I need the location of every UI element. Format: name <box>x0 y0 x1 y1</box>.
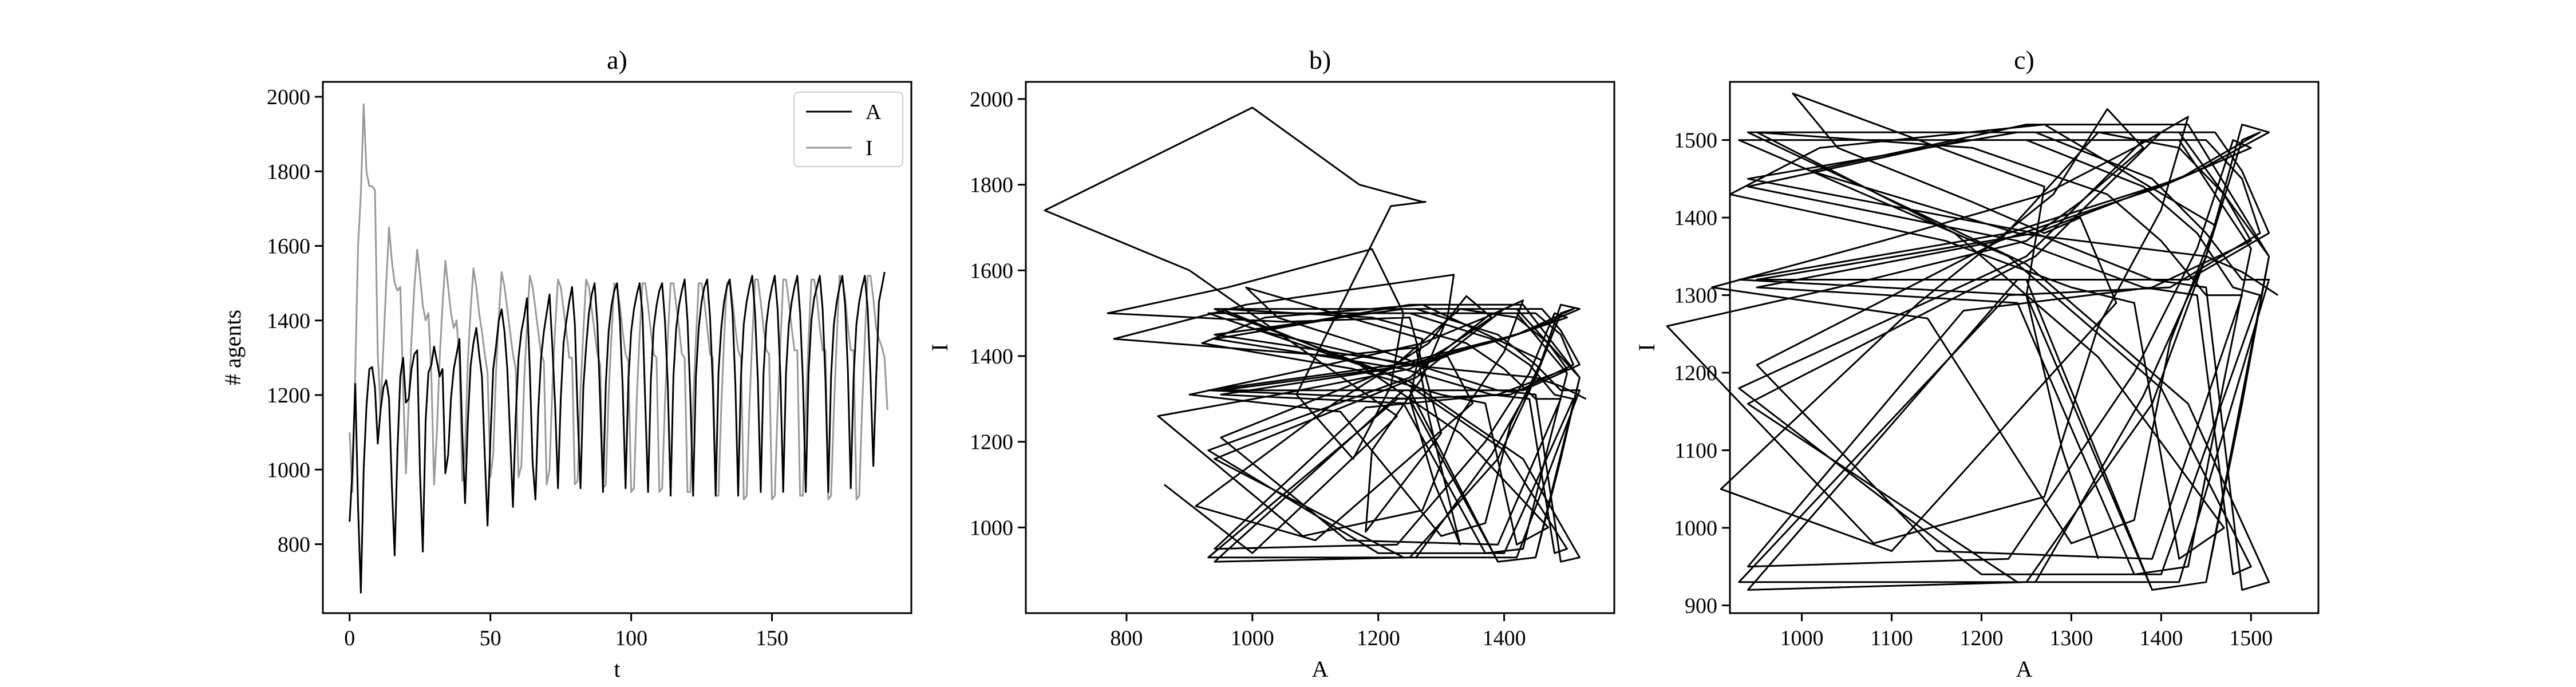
panel-b-ytick-label: 2000 <box>970 88 1013 112</box>
panel-c-xlabel: A <box>2016 656 2033 682</box>
panel-b-xtick-label: 1000 <box>1231 626 1274 650</box>
panel-c: c) 1000 1100 1200 1300 1400 1500 900100011001… <box>1634 45 2320 682</box>
panel-a-xtick-label: 50 <box>480 626 501 650</box>
panel-b-yticks: 1000 1200 1400 1600 1800 2000 <box>970 88 1026 540</box>
panel-a-ytick-label: 800 <box>278 533 310 557</box>
panel-a-ytick-label: 2000 <box>267 85 310 109</box>
panel-a-series-A <box>349 271 886 594</box>
panel-c-xtick-label: 1400 <box>2139 626 2183 650</box>
panel-a-xtick-label: 150 <box>756 626 788 650</box>
panel-a: a) 0 50 100 150 800 1000 1200 1400 1600 1800 2000… <box>220 45 912 682</box>
legend-label-A: A <box>866 100 882 124</box>
legend-box <box>793 92 903 167</box>
panel-c-ytick-label: 1000 <box>1674 516 1717 540</box>
panel-c-yticks: 900 1000 1100 1200 1300 1400 1500 <box>1674 129 1730 618</box>
panel-b-ytick-label: 1600 <box>970 259 1013 283</box>
panel-c-series <box>1666 92 2279 591</box>
panel-a-xtick-label: 0 <box>344 626 355 650</box>
panel-c-xtick-label: 1100 <box>1870 626 1913 650</box>
panel-b-ytick-label: 1400 <box>970 345 1013 369</box>
panel-c-ylabel: I <box>1634 344 1660 351</box>
panel-b: b) 800 1000 1200 1400 1000 1200 1400 1600 1800 2… <box>927 45 1615 682</box>
panel-b-ytick-label: 1200 <box>970 431 1013 455</box>
panel-c-xtick-label: 1500 <box>2229 626 2273 650</box>
panel-b-xlabel: A <box>1312 656 1329 682</box>
phase-line-c <box>1666 92 2279 591</box>
panel-a-ytick-label: 1000 <box>267 458 310 482</box>
panel-c-ytick-label: 1200 <box>1674 361 1717 385</box>
panel-b-frame <box>1025 81 1615 614</box>
panel-b-ytick-label: 1000 <box>970 516 1013 540</box>
panel-a-yticks: 800 1000 1200 1400 1600 1800 2000 <box>267 85 323 557</box>
legend-label-I: I <box>866 136 873 160</box>
panel-a-ytick-label: 1600 <box>267 235 310 259</box>
panel-a-ylabel: # agents <box>220 310 246 385</box>
panel-c-xticks: 1000 1100 1200 1300 1400 1500 <box>1780 613 2273 650</box>
panel-c-title: c) <box>2014 45 2034 74</box>
panel-c-ytick-label: 900 <box>1685 594 1717 618</box>
panel-b-xtick-label: 1200 <box>1357 626 1400 650</box>
panel-b-xtick-label: 1400 <box>1483 626 1526 650</box>
panel-c-ytick-label: 1100 <box>1674 439 1717 463</box>
panel-a-xticks: 0 50 100 150 <box>344 613 788 650</box>
panel-c-frame <box>1729 81 2320 614</box>
panel-c-ytick-label: 1400 <box>1674 206 1717 230</box>
panel-c-xtick-label: 1200 <box>1959 626 2003 650</box>
panel-a-xlabel: t <box>614 656 620 682</box>
panel-c-ytick-label: 1300 <box>1674 284 1717 308</box>
panel-a-frame <box>322 81 912 614</box>
legend: A I <box>793 92 903 167</box>
panel-c-ytick-label: 1500 <box>1674 129 1717 153</box>
panel-b-xticks: 800 1000 1200 1400 <box>1110 613 1526 650</box>
series-line-A <box>349 271 886 594</box>
panel-b-ylabel: I <box>927 344 953 351</box>
panel-a-ytick-label: 1400 <box>267 309 310 333</box>
phase-line-b <box>1044 106 1587 563</box>
panel-c-xtick-label: 1300 <box>2049 626 2093 650</box>
panel-b-series <box>1044 106 1587 563</box>
panel-b-title: b) <box>1309 45 1331 74</box>
panel-a-xtick-label: 100 <box>615 626 647 650</box>
panel-a-title: a) <box>607 45 627 74</box>
panel-a-ytick-label: 1200 <box>267 384 310 408</box>
panel-a-ytick-label: 1800 <box>267 160 310 184</box>
panel-b-xtick-label: 800 <box>1110 626 1143 650</box>
panel-c-xtick-label: 1000 <box>1780 626 1824 650</box>
panel-b-ytick-label: 1800 <box>970 173 1013 198</box>
